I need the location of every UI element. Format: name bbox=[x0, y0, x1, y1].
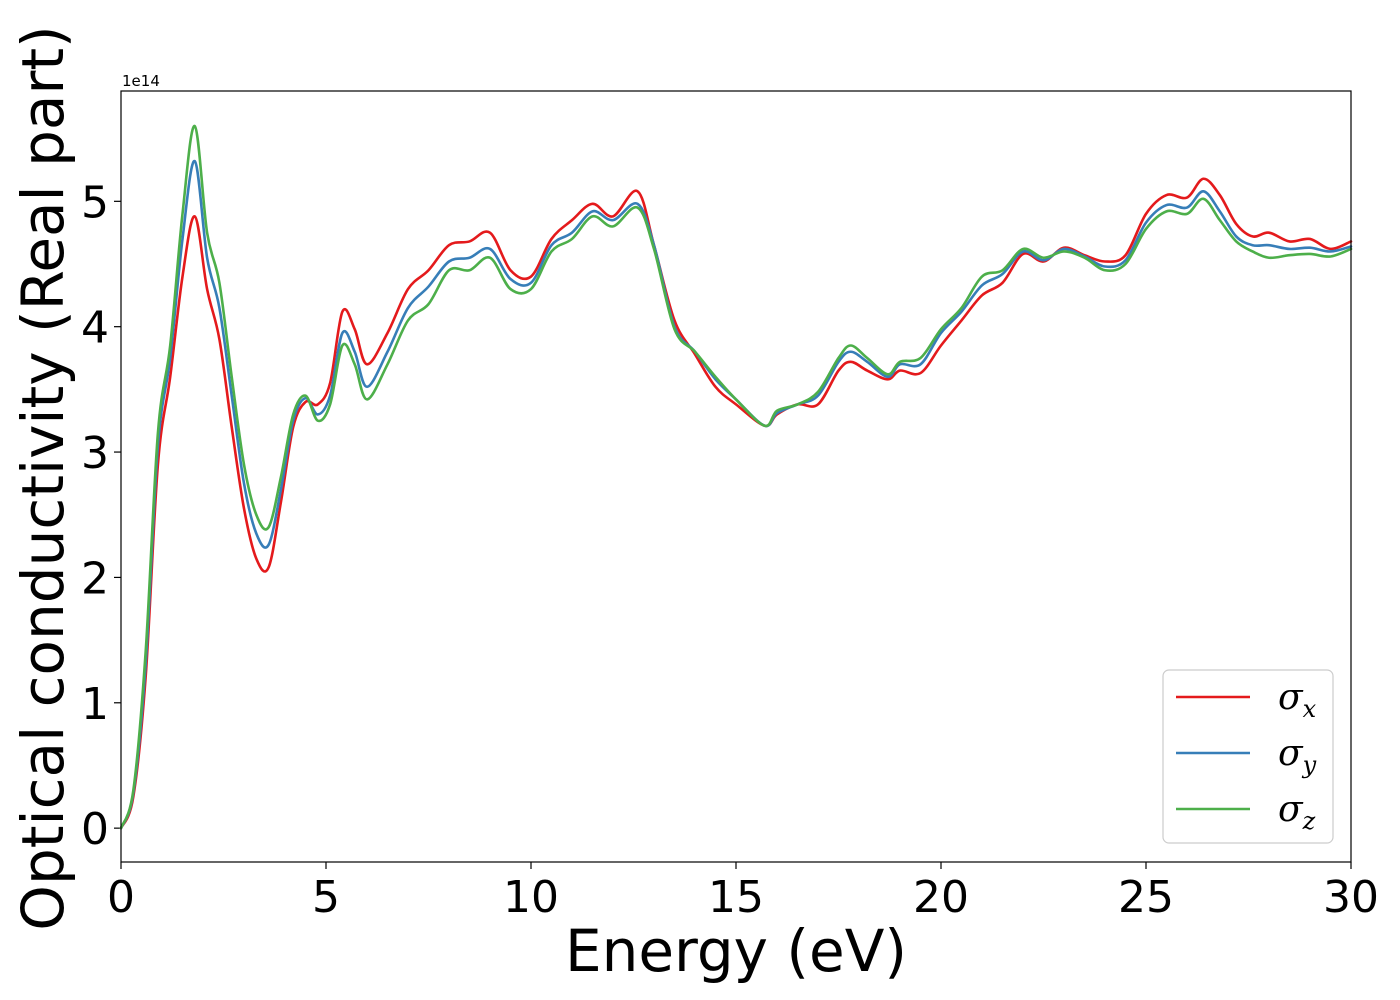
lines-layer bbox=[119, 124, 1353, 830]
x-axis-label: Energy (eV) bbox=[565, 917, 907, 985]
y-tick-label: 5 bbox=[81, 177, 109, 228]
x-tick-label: 30 bbox=[1323, 872, 1379, 923]
y-axis-label: Optical conductivity (Real part) bbox=[9, 25, 77, 930]
y-offset-label: 1e14 bbox=[122, 72, 160, 90]
x-tick-label: 0 bbox=[107, 872, 135, 923]
plot-frame bbox=[120, 90, 1352, 863]
y-tick-label: 3 bbox=[81, 428, 109, 479]
series-line-3 bbox=[119, 124, 1353, 830]
legend: σx σy σz bbox=[1162, 669, 1334, 844]
x-tick-label: 20 bbox=[913, 872, 969, 923]
y-tick-label: 1 bbox=[81, 679, 109, 730]
y-tick-label: 4 bbox=[81, 303, 109, 354]
y-tick-label: 0 bbox=[81, 804, 109, 855]
legend-box bbox=[1162, 669, 1334, 844]
legend-label: σz bbox=[1278, 789, 1316, 835]
legend-label: σx bbox=[1278, 677, 1317, 723]
x-tick-label: 5 bbox=[312, 872, 340, 923]
ticks-layer: 0 5 10 15 20 25 30 0 1 2 3 4 5 bbox=[81, 177, 1379, 923]
legend-label: σy bbox=[1278, 733, 1317, 779]
x-tick-label: 10 bbox=[503, 872, 559, 923]
x-tick-label: 25 bbox=[1118, 872, 1174, 923]
x-tick-label: 15 bbox=[708, 872, 764, 923]
y-tick-label: 2 bbox=[81, 553, 109, 604]
